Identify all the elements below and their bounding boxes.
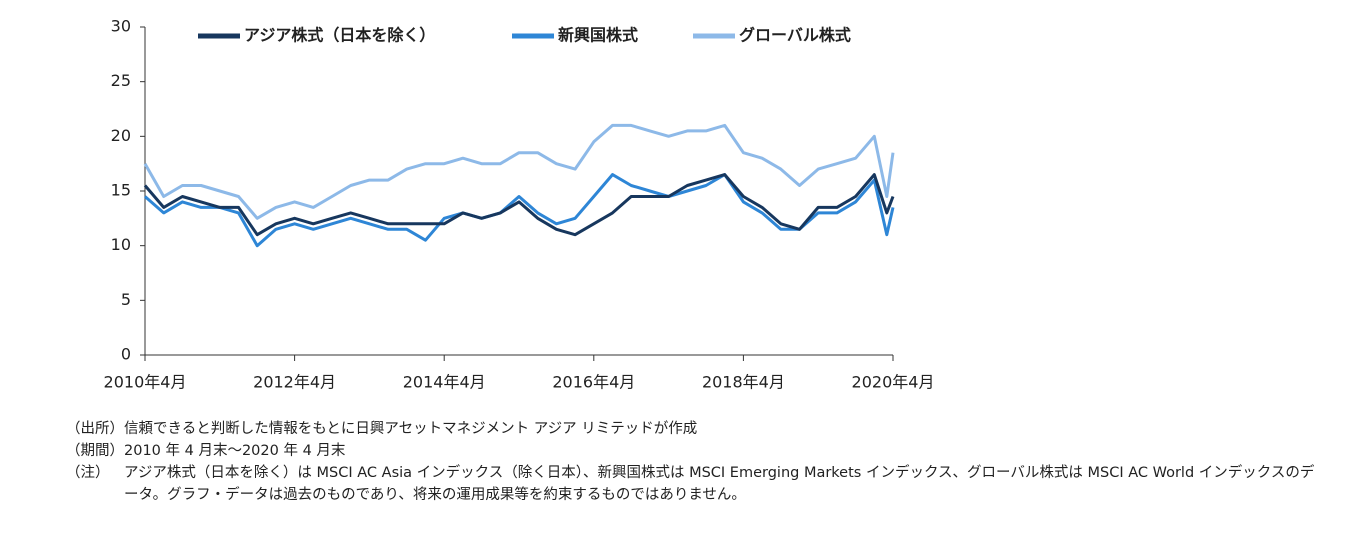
legend-label: アジア株式（日本を除く）	[244, 26, 435, 45]
note-label: （出所）	[66, 421, 124, 437]
note-text: アジア株式（日本を除く）は MSCI AC Asia インデックス（除く日本）、…	[124, 465, 1315, 503]
note-label: （注）	[66, 465, 110, 481]
x-tick-label: 2018年4月	[702, 373, 785, 392]
series-line	[144, 173, 895, 248]
legend-label: 新興国株式	[558, 26, 638, 45]
series-line	[143, 173, 895, 237]
note-label: （期間）	[66, 443, 124, 459]
chart: 0 5 10 15 20 25 30 2010年4月 2012年4月 2014年4月 2016年4月…	[104, 17, 935, 392]
x-tick-label: 2016年4月	[552, 373, 635, 392]
note-text: 2010 年 4 月末～2020 年 4 月末	[124, 443, 346, 459]
x-tick-label: 2010年4月	[104, 373, 187, 392]
notes: （出所） 信頼できると判断した情報をもとに日興アセットマネジメント アジア リミテ…	[66, 418, 1326, 506]
x-tick-label: 2014年4月	[403, 373, 486, 392]
note-row: （注） アジア株式（日本を除く）は MSCI AC Asia インデックス（除く日…	[66, 462, 1326, 506]
note-row: （期間） 2010 年 4 月末～2020 年 4 月末	[66, 440, 1326, 462]
series-line	[143, 123, 895, 220]
y-tick-label: 15	[111, 181, 131, 200]
y-tick-label: 10	[111, 235, 131, 254]
x-tick-label: 2020年4月	[852, 373, 935, 392]
x-tick-label: 2012年4月	[253, 373, 336, 392]
y-tick-label: 30	[111, 17, 131, 36]
note-row: （出所） 信頼できると判断した情報をもとに日興アセットマネジメント アジア リミテ…	[66, 418, 1326, 440]
y-tick-label: 5	[121, 290, 131, 309]
note-text: 信頼できると判断した情報をもとに日興アセットマネジメント アジア リミテッドが作…	[124, 421, 698, 437]
y-tick-label: 20	[111, 126, 131, 145]
y-tick-label: 0	[121, 345, 131, 364]
y-tick-label: 25	[111, 71, 131, 90]
legend-label: グローバル株式	[739, 26, 851, 45]
